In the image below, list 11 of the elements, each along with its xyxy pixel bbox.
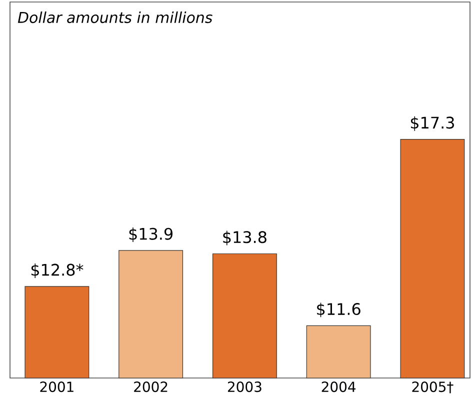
x-tick-label: 2003 bbox=[228, 382, 262, 392]
data-label: $11.6 bbox=[317, 302, 360, 318]
data-label: $12.8* bbox=[31, 264, 84, 278]
data-label: $13.9 bbox=[129, 228, 172, 242]
x-tick-label: 2002 bbox=[134, 382, 168, 392]
data-label: $13.8 bbox=[223, 230, 266, 246]
x-tick-label: 2001 bbox=[40, 382, 74, 392]
text: Dollar amounts in millions bbox=[18, 12, 212, 24]
data-label: $17.3 bbox=[410, 116, 454, 131]
x-tick-label: 2005† bbox=[412, 382, 454, 394]
x-tick-label: 2004 bbox=[322, 382, 356, 392]
